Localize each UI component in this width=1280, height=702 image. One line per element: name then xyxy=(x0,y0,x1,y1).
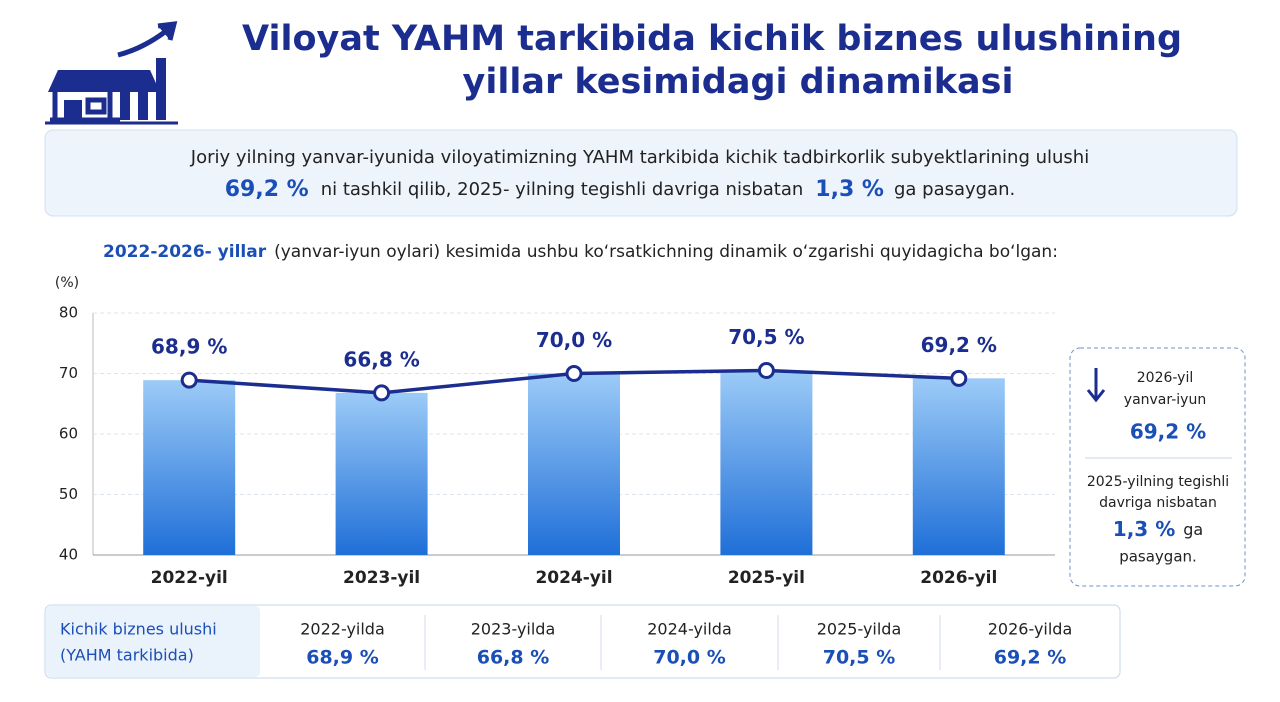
value-label: 68,9 % xyxy=(151,335,227,359)
title: yillar kesimidagi dinamikasi xyxy=(463,62,1014,102)
table-year: 2024-yilda xyxy=(647,620,732,639)
down-arrow xyxy=(1086,368,1106,403)
summary-part: ga pasaygan. xyxy=(894,179,1015,200)
summary-text: Joriy yilning yanvar-iyunida viloyatimiz… xyxy=(190,147,1089,168)
side-text: pasaygan. xyxy=(1119,548,1197,566)
subtitle: 2022-2026- yillar (yanvar-iyun oylari) ke… xyxy=(103,242,1058,262)
y-tick-label: 70 xyxy=(59,364,78,382)
side-text: 2025-yilning tegishli xyxy=(1087,474,1229,490)
side-value: 69,2 % xyxy=(1130,420,1206,444)
bar xyxy=(335,392,428,555)
summary-part: ni tashkil qilib, 2025- yilning tegishli… xyxy=(321,179,804,200)
table-label: Kichik biznes ulushi xyxy=(60,620,217,639)
x-tick-label: 2026-yil xyxy=(920,568,997,588)
highlight: 1,3 % xyxy=(815,177,884,202)
table xyxy=(44,604,1121,679)
y-unit: (%) xyxy=(55,275,79,291)
y-tick-label: 60 xyxy=(59,425,78,443)
marker xyxy=(180,371,198,389)
marker xyxy=(373,384,391,402)
side-part: ga xyxy=(1183,520,1203,539)
table-value: 69,2 % xyxy=(994,647,1067,669)
side-panel xyxy=(1069,347,1246,587)
title: Viloyat YAHM tarkibida kichik biznes ulu… xyxy=(242,19,1182,59)
table-value: 70,5 % xyxy=(823,647,896,669)
table-year: 2025-yilda xyxy=(817,620,902,639)
side-value: 1,3 % xyxy=(1113,517,1175,541)
value-label: 69,2 % xyxy=(921,333,997,357)
marker xyxy=(565,365,583,382)
table-columns: 2022-yilda 68,9 % 2023-yilda 66,8 % 2024-yil… xyxy=(300,615,1072,670)
chart: 40 50 60 70 80 2022-yil 2023-yil 2024-yil 2025-y… xyxy=(59,304,1055,588)
side-text: 1,3 % ga xyxy=(1113,517,1203,541)
marker xyxy=(950,369,968,387)
summary-box xyxy=(44,129,1238,217)
icon xyxy=(45,21,178,125)
table-label: (YAHM tarkibida) xyxy=(60,646,194,665)
summary-text: 69,2 % ni tashkil qilib, 2025- yilning te… xyxy=(225,177,1016,202)
side-text: 2026-yil xyxy=(1137,370,1194,386)
table-year: 2023-yilda xyxy=(471,620,556,639)
bar xyxy=(912,378,1005,555)
table-header-cell xyxy=(46,606,260,677)
subtitle-bold: 2022-2026- yillar xyxy=(103,242,267,262)
highlight: 69,2 % xyxy=(225,177,309,202)
table-value: 68,9 % xyxy=(306,647,379,669)
value-label: 70,0 % xyxy=(536,328,612,352)
x-tick-label: 2023-yil xyxy=(343,568,420,588)
marker xyxy=(757,361,775,379)
x-tick-label: 2022-yil xyxy=(151,568,228,588)
table-value: 70,0 % xyxy=(653,647,726,669)
y-tick-label: 80 xyxy=(59,304,78,322)
side-text: davriga nisbatan xyxy=(1099,495,1217,511)
table-year: 2022-yilda xyxy=(300,620,385,639)
bar xyxy=(528,373,620,555)
table-value: 66,8 % xyxy=(477,647,550,669)
subtitle-rest: (yanvar-iyun oylari) kesimida ushbu ko‘r… xyxy=(274,242,1058,262)
bar xyxy=(720,370,813,555)
y-tick-label: 50 xyxy=(59,485,78,503)
side-text: yanvar-iyun xyxy=(1124,392,1206,408)
table-year: 2026-yilda xyxy=(988,620,1073,639)
y-tick-label: 40 xyxy=(59,546,78,564)
value-label: 66,8 % xyxy=(343,347,419,371)
x-tick-label: 2024-yil xyxy=(535,568,612,588)
x-tick-label: 2025-yil xyxy=(728,568,805,588)
bar xyxy=(143,380,236,555)
value-label: 70,5 % xyxy=(728,325,804,349)
